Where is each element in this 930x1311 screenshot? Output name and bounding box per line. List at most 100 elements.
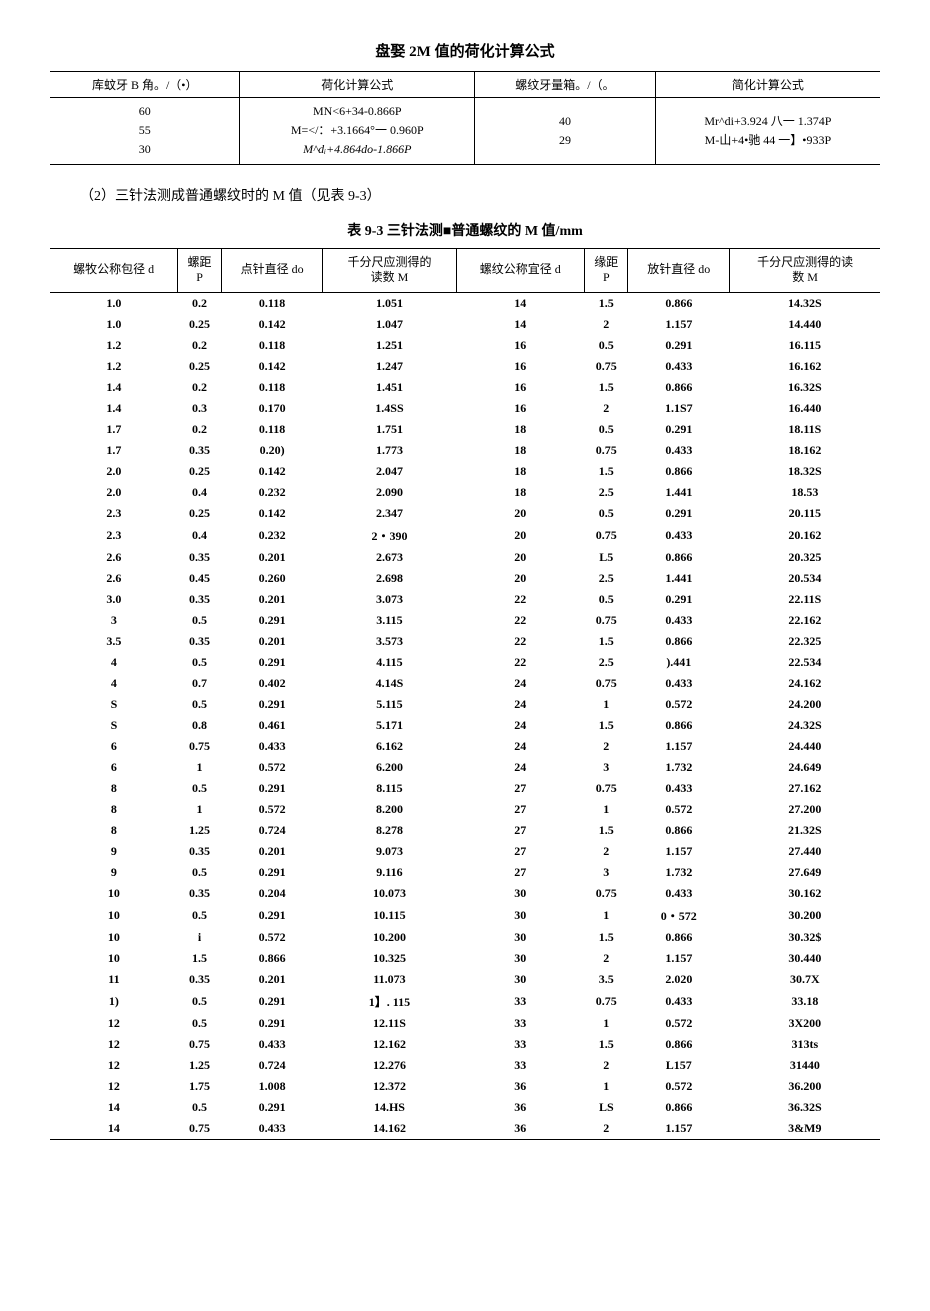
table-cell: 1.157	[628, 948, 730, 969]
table-cell: 12.162	[323, 1034, 456, 1055]
table-cell: 0.433	[628, 673, 730, 694]
table-cell: 24.32S	[730, 715, 880, 736]
table-cell: 20	[456, 524, 585, 547]
table-cell: 0.142	[221, 356, 323, 377]
table-row: 1.40.30.1701.4SS1621.1S716.440	[50, 398, 880, 419]
table-cell: 0.866	[221, 948, 323, 969]
table-cell: 0.8	[178, 715, 221, 736]
table-cell: 3X200	[730, 1013, 880, 1034]
table-cell: 1.051	[323, 292, 456, 314]
table-row: 90.50.2919.1162731.73227.649	[50, 862, 880, 883]
table-cell: 0.572	[221, 757, 323, 778]
table-cell: 1.732	[628, 862, 730, 883]
table-row: 60.750.4336.1622421.15724.440	[50, 736, 880, 757]
table-cell: 1.157	[628, 1118, 730, 1140]
table-cell: 2.347	[323, 503, 456, 524]
table-cell: 0.866	[628, 292, 730, 314]
table-cell: 2.5	[585, 652, 628, 673]
table-cell: 4.14S	[323, 673, 456, 694]
table-cell: 0.291	[628, 503, 730, 524]
table-cell: 0.232	[221, 482, 323, 503]
table-cell: 1.0	[50, 314, 178, 335]
table-cell: 1.25	[178, 820, 221, 841]
table-cell: 0.291	[221, 1013, 323, 1034]
table-cell: 0.204	[221, 883, 323, 904]
table-cell: 3.5	[585, 969, 628, 990]
table-cell: 22	[456, 631, 585, 652]
table-cell: 1.008	[221, 1076, 323, 1097]
table-cell: 2.6	[50, 568, 178, 589]
table-cell: 0.75	[585, 673, 628, 694]
table-row: 1)0.50.2911】. 115330.750.43333.18	[50, 990, 880, 1013]
table-row: 2.00.40.2322.090182.51.44118.53	[50, 482, 880, 503]
table-cell: 0.35	[178, 883, 221, 904]
table-cell: 1.157	[628, 736, 730, 757]
table-cell: 0.35	[178, 969, 221, 990]
table-cell: 36.32S	[730, 1097, 880, 1118]
table-cell: 2.3	[50, 524, 178, 547]
table-cell: 27.649	[730, 862, 880, 883]
table2-title: 表 9-3 三针法测■普通螺纹的 M 值/mm	[50, 220, 880, 240]
table-cell: 0.5	[585, 419, 628, 440]
table-row: 101.50.86610.3253021.15730.440	[50, 948, 880, 969]
table-cell: 0.5	[585, 335, 628, 356]
table-cell: 22.325	[730, 631, 880, 652]
table-cell: 0.35	[178, 589, 221, 610]
table-cell: 0.75	[178, 1118, 221, 1140]
table-cell: 0.291	[221, 778, 323, 799]
table-cell: 22.162	[730, 610, 880, 631]
table-cell: 1.751	[323, 419, 456, 440]
table-row: 121.250.72412.276332L15731440	[50, 1055, 880, 1076]
table-cell: 16	[456, 398, 585, 419]
table-cell: 0.572	[628, 1076, 730, 1097]
table-cell: 1	[585, 1013, 628, 1034]
table-cell: 1】. 115	[323, 990, 456, 1013]
t2-header-0: 螺牧公称包径 d	[50, 248, 178, 292]
table-cell: 18	[456, 419, 585, 440]
t1-header-1: 库蚊牙 B 角。/（•）	[50, 72, 240, 98]
table-cell: 2.090	[323, 482, 456, 503]
table-cell: 2・390	[323, 524, 456, 547]
table-cell: 27.162	[730, 778, 880, 799]
table-cell: 5.171	[323, 715, 456, 736]
table-cell: 1	[585, 1076, 628, 1097]
table-cell: 1.7	[50, 419, 178, 440]
table-row: 1.20.20.1181.251160.50.29116.115	[50, 335, 880, 356]
table-cell: 24	[456, 757, 585, 778]
table-cell: 1.2	[50, 335, 178, 356]
table-cell: 27	[456, 778, 585, 799]
table-cell: 0.3	[178, 398, 221, 419]
table-cell: 0.201	[221, 589, 323, 610]
table-cell: 20.325	[730, 547, 880, 568]
table-cell: 2	[585, 841, 628, 862]
table-cell: 33.18	[730, 990, 880, 1013]
table-cell: 1.5	[585, 631, 628, 652]
table-cell: 0.866	[628, 631, 730, 652]
table-cell: 36.200	[730, 1076, 880, 1097]
table-cell: 0.291	[221, 610, 323, 631]
table-cell: 24	[456, 673, 585, 694]
table-cell: 1.5	[178, 948, 221, 969]
table-cell: 0.2	[178, 335, 221, 356]
table-cell: 2.5	[585, 482, 628, 503]
table-cell: 0.25	[178, 503, 221, 524]
table-cell: 18.162	[730, 440, 880, 461]
table-cell: 0.201	[221, 547, 323, 568]
table-cell: 30	[456, 883, 585, 904]
table-row: 40.70.4024.14S240.750.43324.162	[50, 673, 880, 694]
table-cell: 3.5	[50, 631, 178, 652]
table-cell: 0.25	[178, 356, 221, 377]
table-cell: 0.5	[178, 778, 221, 799]
t2-header-5: 缘距P	[585, 248, 628, 292]
table-cell: 16	[456, 377, 585, 398]
table-cell: 3	[585, 757, 628, 778]
table-cell: 1	[585, 904, 628, 927]
table-cell: S	[50, 694, 178, 715]
table-cell: 4.115	[323, 652, 456, 673]
table-cell: 1.5	[585, 377, 628, 398]
table-row: 610.5726.2002431.73224.649	[50, 757, 880, 778]
table-cell: 0.142	[221, 314, 323, 335]
t2-header-4: 螺纹公称宜径 d	[456, 248, 585, 292]
table-cell: 1.047	[323, 314, 456, 335]
t2-header-6: 放针直径 do	[628, 248, 730, 292]
